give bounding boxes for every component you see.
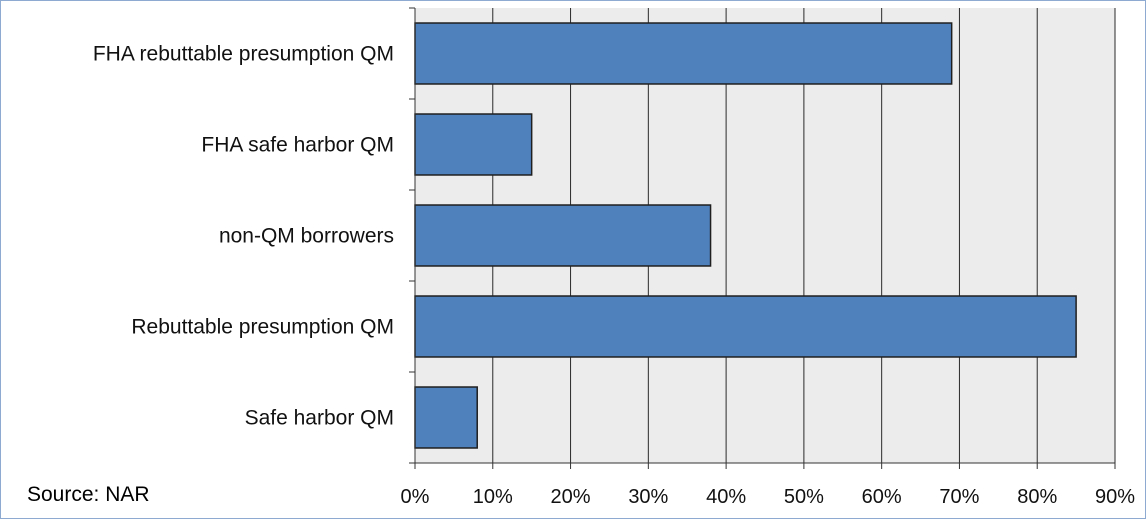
- category-label: FHA safe harbor QM: [201, 134, 394, 157]
- x-tick-label: 60%: [862, 486, 902, 508]
- x-tick-label: 70%: [939, 486, 979, 508]
- x-tick-label: 50%: [784, 486, 824, 508]
- y-axis-ticks: [409, 7, 415, 464]
- x-tick-label: 0%: [401, 486, 430, 508]
- x-tick-label: 30%: [628, 486, 668, 508]
- bars: [414, 22, 1077, 449]
- x-tick-labels: 0% 10% 20% 30% 40% 50% 60% 70% 80% 90%: [401, 486, 1136, 508]
- bar: [414, 204, 712, 267]
- category-label: Safe harbor QM: [245, 407, 394, 430]
- category-label: non-QM borrowers: [219, 225, 394, 248]
- category-label: FHA rebuttable presumption QM: [93, 43, 394, 66]
- x-tick-label: 90%: [1095, 486, 1135, 508]
- source-note: Source: NAR: [27, 483, 150, 506]
- x-tick-label: 10%: [473, 486, 513, 508]
- category-label: Rebuttable presumption QM: [131, 316, 394, 339]
- x-tick-label: 80%: [1017, 486, 1057, 508]
- bar: [414, 113, 533, 176]
- category-labels: FHA rebuttable presumption QM FHA safe ha…: [93, 43, 394, 430]
- bar: [414, 295, 1077, 358]
- x-tick-label: 20%: [551, 486, 591, 508]
- bar: [414, 22, 953, 85]
- x-tick-label: 40%: [706, 486, 746, 508]
- bar: [414, 386, 478, 449]
